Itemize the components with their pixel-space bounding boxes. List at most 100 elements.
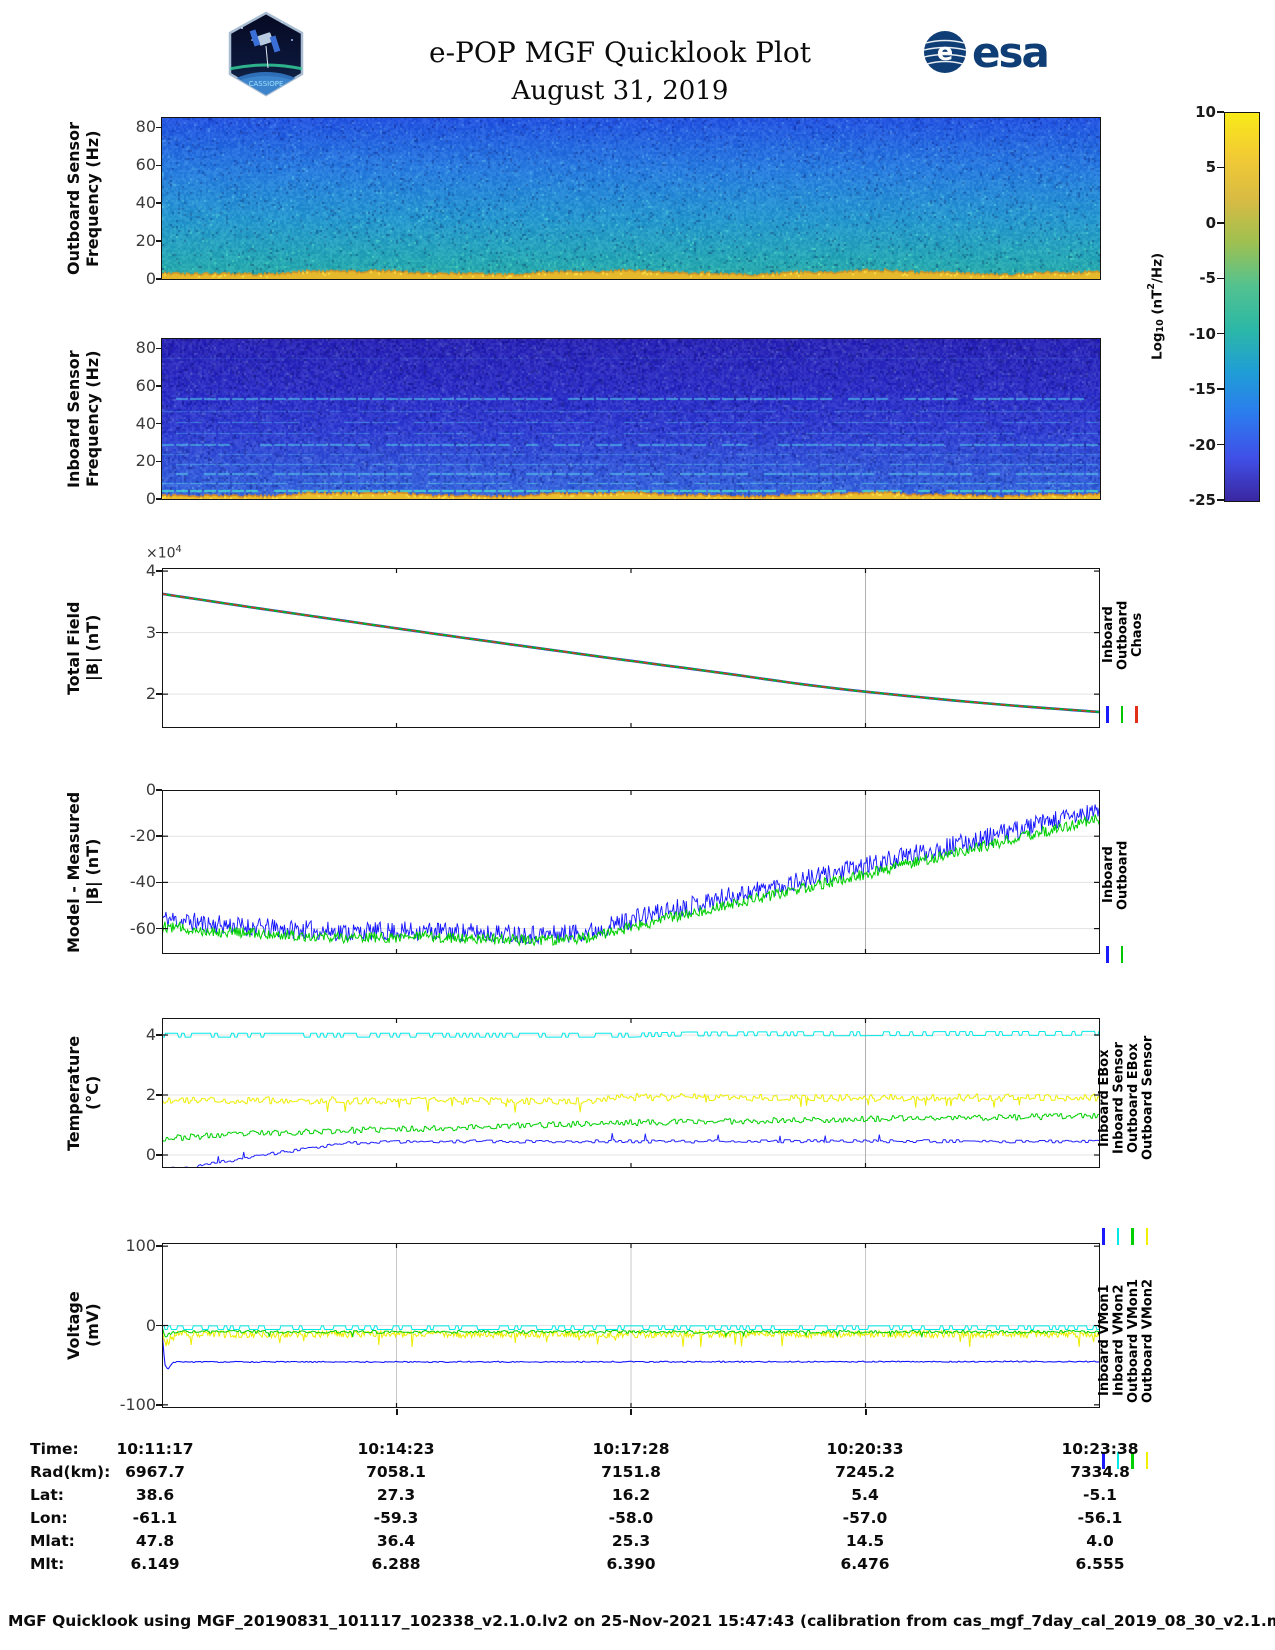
table-cell: 16.2 (611, 1486, 651, 1504)
y-tick-label: 0 (145, 780, 156, 799)
colorbar-tick-label: -10 (1188, 324, 1216, 343)
legend-model_measured: Inboard Outboard (1101, 795, 1131, 955)
table-row-label: Lat: (30, 1486, 64, 1504)
table-cell: 6.288 (371, 1555, 421, 1573)
y-tick-label: 2 (145, 1085, 156, 1104)
x-tick-mark-outside (630, 1409, 632, 1415)
legend-item-label: Inboard (1101, 846, 1116, 904)
legend-item-label: Outboard (1115, 840, 1131, 910)
plot-background (162, 568, 1100, 728)
plot-date: August 31, 2019 (511, 76, 729, 106)
y-tick-label: 4 (145, 1025, 156, 1044)
legend-key-swatch (1116, 1228, 1119, 1245)
ylabel-total-field: Total Field |B| (nT) (64, 568, 106, 728)
line-chart-voltage (162, 1243, 1100, 1408)
legend-key-swatch (1120, 946, 1123, 963)
data-series-inboard-vmon2 (162, 1325, 1100, 1330)
data-series-outboard (162, 814, 1100, 947)
legend-key-swatch (1120, 706, 1123, 723)
legend-key-swatch (1145, 1452, 1148, 1469)
legend-item-label: Outboard Sensor (1140, 1035, 1156, 1161)
ylabel-line: Voltage (64, 1291, 83, 1360)
colorbar-tick-mark (1217, 111, 1224, 113)
footer-caption: MGF Quicklook using MGF_20190831_101117_… (8, 1612, 1275, 1630)
legend-item-label: Inboard EBox (1097, 1049, 1112, 1147)
legend-item-label: Inboard VMon1 (1097, 1284, 1112, 1397)
ylabel-line: (mV) (83, 1303, 102, 1348)
y-tick-label: 0 (145, 1315, 156, 1335)
y-tick-mark-outside (156, 385, 162, 387)
colorbar-tick-mark (1217, 166, 1224, 169)
table-cell: 25.3 (611, 1532, 651, 1550)
ylabel-outboard-spectrogram: Outboard Sensor Frequency (Hz) (64, 118, 106, 279)
legend-total_field: Inboard Outboard Chaos (1101, 555, 1146, 715)
table-cell: 10:17:28 (592, 1440, 670, 1458)
ylabel-line: |B| (nT) (83, 614, 102, 682)
table-cell: 10:23:38 (1061, 1440, 1139, 1458)
ylabel-line: (°C) (83, 1075, 102, 1111)
cassiope-mission-patch-logo: CASSIOPE (228, 11, 304, 97)
table-cell: 10:11:17 (116, 1440, 194, 1458)
colorbar-tick-mark (1217, 222, 1224, 224)
y-tick-label: 40 (135, 193, 156, 213)
table-cell: 7058.1 (366, 1463, 426, 1481)
y-axis-exponent: ×104 (146, 544, 182, 562)
y-tick-label: -100 (119, 1394, 156, 1414)
y-tick-mark-outside (156, 498, 162, 500)
table-cell: 10:14:23 (357, 1440, 435, 1458)
colorbar-tick-label: -20 (1188, 435, 1216, 454)
table-cell: 27.3 (376, 1486, 416, 1504)
y-tick-mark-outside (156, 1154, 162, 1156)
ylabel-line: Frequency (Hz) (83, 130, 102, 267)
y-tick-label: 0 (145, 269, 156, 288)
y-tick-mark-outside (156, 1245, 162, 1247)
legend-key-swatch (1102, 1452, 1105, 1469)
line-chart-svg (162, 568, 1100, 728)
data-series-inboard-sensor (162, 1030, 1100, 1038)
legend-key-swatch (1131, 1228, 1134, 1245)
y-tick-label: 0 (145, 1145, 156, 1164)
table-cell: 10:20:33 (826, 1440, 904, 1458)
ylabel-voltage: Voltage (mV) (64, 1243, 106, 1408)
ylabel-line: Model - Measured (64, 791, 83, 953)
table-row-label: Rad(km): (30, 1463, 111, 1481)
colorbar-tick-label: 10 (1195, 103, 1216, 121)
line-chart-svg (162, 790, 1100, 954)
y-tick-mark-outside (156, 1324, 162, 1327)
table-cell: 7334.8 (1070, 1463, 1130, 1481)
spectrogram-inboard_spectrogram (161, 338, 1101, 500)
line-chart-total_field (162, 568, 1100, 728)
legend-key-swatch (1131, 1452, 1134, 1469)
y-tick-label: 4 (145, 561, 156, 581)
table-cell: 6.149 (130, 1555, 180, 1573)
legend-key-swatch (1116, 1452, 1119, 1469)
y-tick-mark-outside (156, 422, 162, 425)
y-tick-label: -60 (129, 918, 156, 938)
y-tick-label: 60 (135, 155, 156, 175)
table-cell: 7151.8 (601, 1463, 661, 1481)
data-series-inboard-vmon1 (162, 1330, 1100, 1370)
esa-logo: e esa (923, 28, 1050, 77)
y-tick-mark-outside (156, 278, 162, 280)
data-series-outboard-ebox (162, 1112, 1100, 1142)
line-chart-svg (162, 1018, 1100, 1168)
table-cell: -57.0 (842, 1509, 888, 1527)
y-tick-mark-outside (156, 126, 162, 129)
y-tick-label: 80 (135, 117, 156, 137)
table-row-label: Mlat: (30, 1532, 75, 1550)
legend-key-swatch (1102, 1228, 1105, 1245)
table-cell: 4.0 (1086, 1532, 1114, 1550)
table-cell: 6.390 (606, 1555, 656, 1573)
y-tick-mark-outside (156, 240, 162, 242)
table-cell: -58.0 (608, 1509, 654, 1527)
legend-item-label: Outboard VMon2 (1140, 1278, 1156, 1403)
colorbar-tick-label: 0 (1205, 213, 1216, 232)
table-cell: 6967.7 (125, 1463, 185, 1481)
legend-item-label: Inboard (1101, 606, 1116, 664)
y-tick-mark-outside (156, 881, 162, 884)
colorbar-tick-mark (1217, 443, 1224, 446)
legend-item-label: Outboard EBox (1126, 1043, 1141, 1153)
y-tick-mark-outside (156, 927, 162, 930)
line-chart-svg (162, 1243, 1100, 1408)
table-cell: 7245.2 (835, 1463, 895, 1481)
